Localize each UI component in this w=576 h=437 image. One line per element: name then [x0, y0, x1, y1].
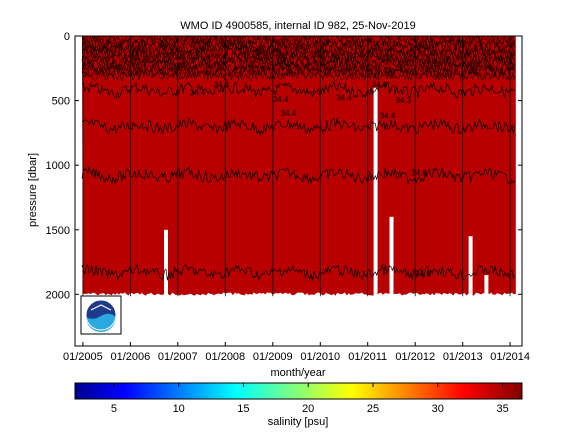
contour-label-8: 34.6 — [411, 169, 427, 178]
y-tick-label-0: 0 — [64, 31, 70, 43]
year-grid-lines — [82, 36, 511, 297]
colorbar-label: salinity [psu] — [268, 416, 329, 428]
surface-contour-13 — [81, 69, 516, 82]
y-tick-label-1: 500 — [52, 96, 70, 108]
x-axis-label: month/year — [270, 367, 325, 379]
x-tick-label-5: 01/2010 — [300, 351, 340, 363]
surface-contour-5 — [81, 46, 516, 59]
surface-contour-3 — [81, 41, 516, 54]
y-tick-label-4: 2000 — [46, 289, 70, 301]
x-tick-label-7: 01/2012 — [395, 351, 435, 363]
surface-contour-2 — [81, 38, 516, 51]
data-gap-0 — [164, 229, 168, 297]
data-gap-2 — [389, 216, 394, 297]
x-tick-label-8: 01/2013 — [443, 351, 483, 363]
plot-frame — [74, 35, 523, 347]
contour-lines — [81, 80, 516, 282]
x-tick-label-6: 01/2011 — [348, 351, 387, 363]
y-axis: 0 500 1000 1500 2000 — [46, 31, 522, 301]
colorbar — [74, 382, 523, 400]
colorbar-tick-label-3: 20 — [302, 403, 314, 415]
chart-title: WMO ID 4900585, internal ID 982, 25-Nov-… — [180, 20, 415, 32]
x-tick-label-4: 01/2009 — [253, 351, 293, 363]
contour-label-2: 34.4 — [273, 95, 289, 104]
contour-line-0 — [82, 80, 516, 99]
y-axis-label: pressure [dbar] — [27, 153, 39, 227]
colorbar-tick-label-6: 35 — [496, 403, 508, 415]
plot-area: 34.434.434.434.434.434.434.434.334.634.6 — [81, 36, 516, 297]
x-tick-label-0: 01/2005 — [63, 351, 103, 363]
contour-line-1 — [81, 117, 516, 136]
x-tick-label-2: 01/2007 — [158, 351, 198, 363]
x-tick-label-3: 01/2008 — [205, 351, 245, 363]
contour-line-2 — [81, 165, 516, 186]
contour-labels: 34.434.434.434.434.434.434.434.334.634.6 — [190, 81, 432, 279]
noaa-logo — [80, 295, 122, 335]
contour-line-3 — [81, 263, 516, 282]
contour-label-6: 34.4 — [380, 112, 396, 121]
colorbar-tick-label-0: 5 — [111, 403, 117, 415]
x-tick-label-1: 01/2006 — [111, 351, 151, 363]
contour-label-1: 34.4 — [214, 81, 230, 90]
x-axis: 01/2005 01/2006 01/2007 01/2008 01/2009 01/20… — [63, 342, 530, 363]
contour-label-3: 34.4 — [281, 109, 297, 118]
colorbar-tick-label-1: 10 — [173, 403, 185, 415]
contour-label-9: 34.6 — [415, 269, 431, 278]
salinity-field — [82, 36, 516, 296]
contour-label-7: 34.3 — [396, 96, 412, 105]
data-gap-3 — [468, 236, 473, 297]
y-tick-label-2: 1000 — [46, 160, 70, 172]
surface-contour-4 — [81, 44, 516, 56]
contour-label-4: 34.4 — [336, 94, 352, 103]
contour-label-5: 34.4 — [372, 81, 388, 90]
colorbar-tick-label-4: 25 — [367, 403, 379, 415]
y-tick-label-3: 1500 — [46, 225, 70, 237]
data-gap-4 — [484, 275, 489, 297]
data-gap-1 — [373, 87, 378, 297]
colorbar-tick-label-2: 15 — [237, 403, 249, 415]
surface-contour-0 — [81, 36, 516, 45]
surface-contours — [81, 36, 516, 82]
data-gaps — [164, 87, 489, 297]
x-tick-label-9: 01/2014 — [490, 351, 530, 363]
colorbar-ticks: 5 10 15 20 25 30 35 — [111, 383, 509, 415]
surface-contour-8 — [81, 55, 516, 68]
colorbar-tick-label-5: 30 — [432, 403, 444, 415]
contour-label-0: 34.4 — [190, 88, 206, 97]
